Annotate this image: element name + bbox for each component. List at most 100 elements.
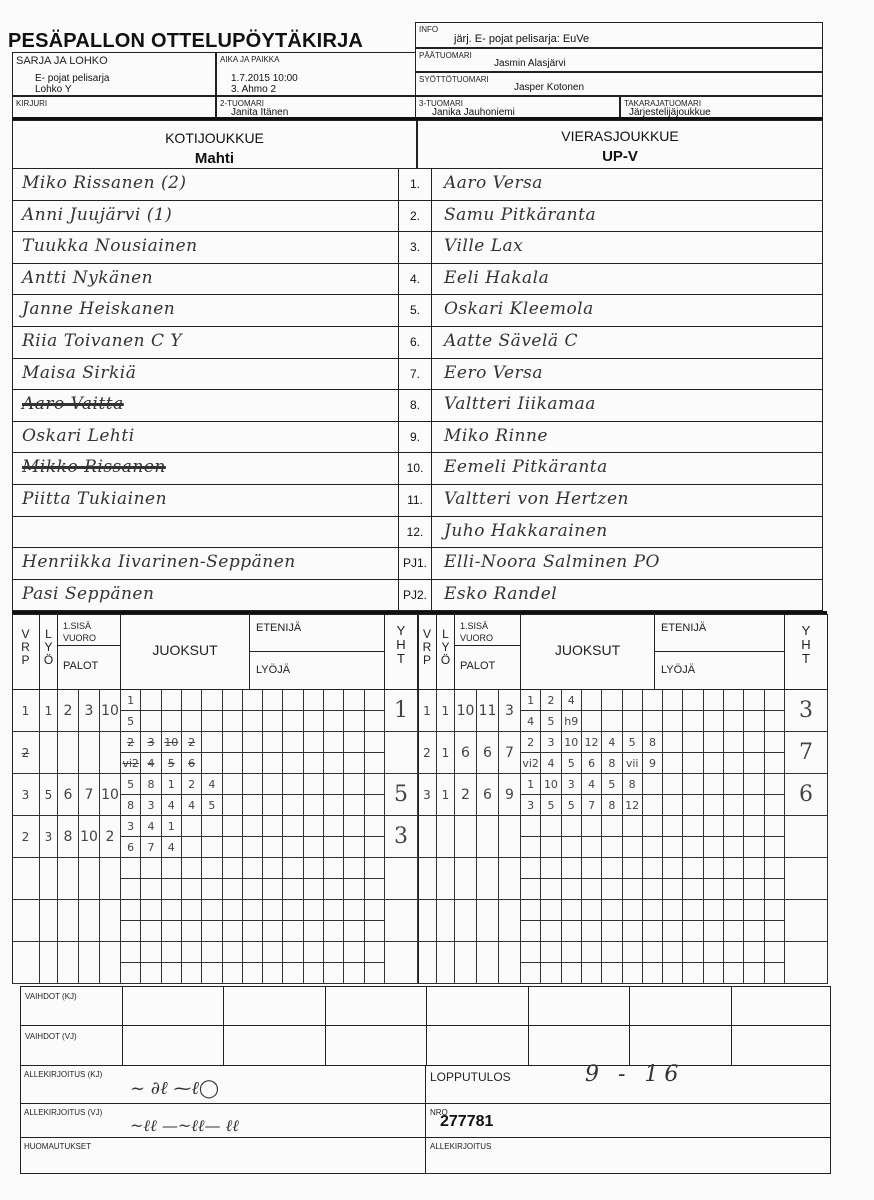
run-cell[interactable]: 5 (161, 753, 182, 774)
run-cell[interactable] (242, 732, 264, 753)
run-cell[interactable] (663, 858, 684, 879)
home-player-name[interactable]: Maisa Sirkiä (22, 362, 137, 383)
vrp-cell[interactable] (12, 900, 40, 942)
run-cell[interactable] (642, 879, 664, 900)
run-cell[interactable] (581, 858, 603, 879)
run-cell[interactable]: 3 (141, 795, 162, 816)
run-cell[interactable] (581, 921, 603, 942)
run-cell[interactable] (222, 837, 243, 858)
run-cell[interactable] (744, 690, 765, 711)
run-cell[interactable]: 8 (602, 753, 623, 774)
run-cell[interactable] (683, 774, 704, 795)
palot-cell[interactable]: 10 (79, 816, 100, 858)
palot-cell[interactable] (100, 732, 121, 774)
run-cell[interactable] (663, 879, 684, 900)
vrp-cell[interactable]: 1 (12, 690, 40, 732)
run-cell[interactable] (541, 921, 562, 942)
yht-cell[interactable] (385, 858, 418, 900)
run-cell[interactable] (602, 900, 623, 921)
run-cell[interactable] (181, 921, 203, 942)
vrp-cell[interactable]: 1 (418, 690, 437, 732)
run-cell[interactable] (703, 753, 725, 774)
run-cell[interactable] (121, 879, 142, 900)
run-cell[interactable] (561, 879, 582, 900)
run-cell[interactable] (724, 858, 745, 879)
run-cell[interactable] (364, 879, 385, 900)
run-cell[interactable] (222, 942, 243, 963)
run-cell[interactable] (663, 732, 684, 753)
palot-cell[interactable]: 8 (58, 816, 79, 858)
palot-cell[interactable]: 3 (499, 690, 521, 732)
run-cell[interactable] (724, 879, 745, 900)
run-cell[interactable] (364, 711, 385, 732)
run-cell[interactable] (202, 879, 223, 900)
run-cell[interactable] (202, 711, 223, 732)
run-cell[interactable] (344, 900, 365, 921)
run-cell[interactable] (303, 690, 325, 711)
vrp-cell[interactable]: 3 (418, 774, 437, 816)
run-cell[interactable] (581, 690, 603, 711)
run-cell[interactable] (141, 942, 162, 963)
vrp-cell[interactable] (12, 942, 40, 984)
run-cell[interactable]: 6 (581, 753, 603, 774)
home-player-name[interactable]: Janne Heiskanen (22, 299, 176, 320)
run-cell[interactable] (344, 774, 365, 795)
run-cell[interactable] (344, 858, 365, 879)
run-cell[interactable] (642, 942, 664, 963)
palot-cell[interactable]: 6 (477, 774, 499, 816)
run-cell[interactable] (764, 732, 785, 753)
run-cell[interactable] (703, 732, 725, 753)
run-cell[interactable] (202, 816, 223, 837)
run-cell[interactable]: 6 (121, 837, 142, 858)
run-cell[interactable] (141, 900, 162, 921)
run-cell[interactable] (663, 795, 684, 816)
yht-cell[interactable] (785, 816, 828, 858)
lyo-cell[interactable]: 1 (437, 774, 455, 816)
run-cell[interactable] (364, 963, 385, 984)
run-cell[interactable] (344, 816, 365, 837)
run-cell[interactable] (744, 963, 765, 984)
run-cell[interactable] (303, 795, 325, 816)
run-cell[interactable]: 1 (121, 690, 142, 711)
run-cell[interactable] (324, 921, 345, 942)
run-cell[interactable] (283, 816, 304, 837)
run-cell[interactable] (161, 942, 182, 963)
run-cell[interactable] (344, 942, 365, 963)
run-cell[interactable] (283, 795, 304, 816)
yht-cell[interactable] (785, 942, 828, 984)
run-cell[interactable] (683, 942, 704, 963)
run-cell[interactable] (263, 942, 284, 963)
run-cell[interactable] (724, 690, 745, 711)
run-cell[interactable]: 5 (541, 711, 562, 732)
lyo-cell[interactable]: 1 (40, 690, 58, 732)
run-cell[interactable]: 1 (521, 774, 542, 795)
run-cell[interactable] (303, 942, 325, 963)
run-cell[interactable] (303, 963, 325, 984)
run-cell[interactable] (642, 963, 664, 984)
run-cell[interactable]: 7 (141, 837, 162, 858)
run-cell[interactable] (121, 963, 142, 984)
run-cell[interactable]: 5 (121, 774, 142, 795)
run-cell[interactable] (602, 837, 623, 858)
run-cell[interactable] (161, 963, 182, 984)
away-player-name[interactable]: Valtteri Iiikamaa (444, 394, 596, 415)
run-cell[interactable] (222, 963, 243, 984)
run-cell[interactable] (683, 921, 704, 942)
away-player-name[interactable]: Eemeli Pitkäranta (444, 457, 608, 478)
run-cell[interactable] (364, 858, 385, 879)
palot-cell[interactable] (58, 858, 79, 900)
run-cell[interactable]: 5 (121, 711, 142, 732)
run-cell[interactable] (263, 774, 284, 795)
run-cell[interactable] (683, 816, 704, 837)
run-cell[interactable]: 3 (521, 795, 542, 816)
run-cell[interactable] (602, 690, 623, 711)
run-cell[interactable] (303, 858, 325, 879)
run-cell[interactable] (683, 900, 704, 921)
run-cell[interactable]: vi2 (521, 753, 542, 774)
run-cell[interactable] (283, 921, 304, 942)
run-cell[interactable] (724, 732, 745, 753)
run-cell[interactable] (521, 858, 542, 879)
run-cell[interactable]: 7 (581, 795, 603, 816)
run-cell[interactable] (581, 900, 603, 921)
away-player-name[interactable]: Ville Lax (444, 236, 524, 257)
